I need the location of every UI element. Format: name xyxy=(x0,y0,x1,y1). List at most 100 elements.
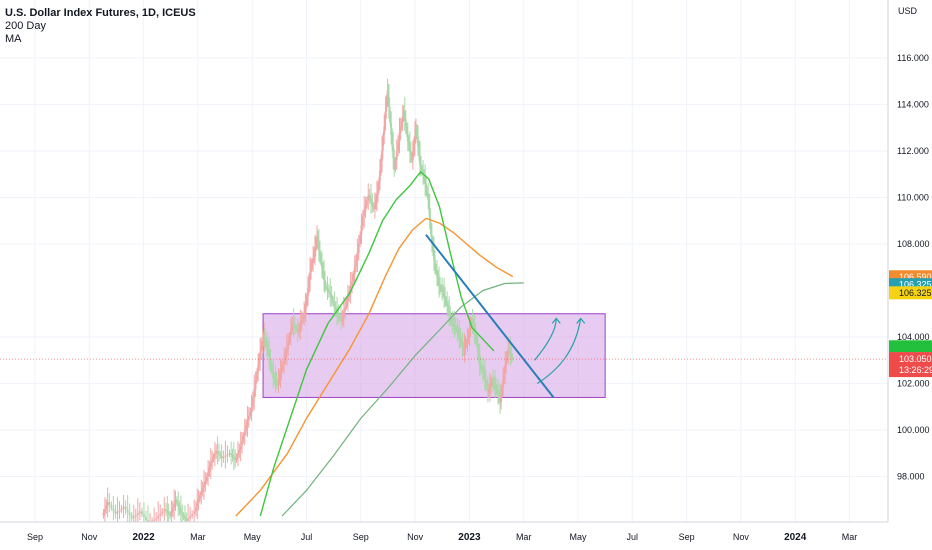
price-bar-body xyxy=(213,453,216,457)
price-bar-body xyxy=(169,514,171,517)
price-bar-body xyxy=(167,512,170,515)
price-bar-body xyxy=(285,348,288,354)
price-bar-body xyxy=(338,316,341,319)
price-bar-body xyxy=(145,517,147,521)
price-bar-body xyxy=(387,90,390,99)
price-bar-body xyxy=(424,178,427,185)
price-bar-body xyxy=(310,267,312,272)
price-bar-body xyxy=(428,199,430,209)
price-bar-body xyxy=(446,303,449,307)
price-bar-body xyxy=(438,281,440,286)
chart-legend: U.S. Dollar Index Futures, 1D, ICEUS 200… xyxy=(5,7,196,46)
price-bar-body xyxy=(433,250,435,260)
price-bar-body xyxy=(508,348,511,352)
price-bar-body xyxy=(237,453,239,457)
price-bar-body xyxy=(235,456,238,461)
price-bar-body xyxy=(474,332,477,337)
price-bar-body xyxy=(291,323,294,330)
price-bar-body xyxy=(496,388,498,392)
ma-line-orange xyxy=(235,217,514,517)
price-bar-body xyxy=(465,342,468,346)
price-bar-body xyxy=(118,510,121,512)
price-bar-body xyxy=(333,303,336,308)
price-bar-body xyxy=(507,348,510,355)
time-axis[interactable]: Sep Nov 2022 Mar May Jul Sep Nov 2023 Mar May Jul Se… xyxy=(0,521,888,550)
price-bar-body xyxy=(211,459,214,463)
price-bar-body xyxy=(480,367,483,370)
price-bar-body xyxy=(504,366,507,372)
price-bar-body xyxy=(234,458,237,461)
time-tick-label: Mar xyxy=(842,532,858,542)
price-bar-body xyxy=(288,335,291,343)
price-bar-body xyxy=(503,371,506,380)
zone-rectangle xyxy=(262,313,606,398)
price-bar-body xyxy=(105,505,108,510)
price-bar-body xyxy=(228,453,231,455)
projection-arrowhead-1 xyxy=(551,317,561,324)
price-tick-label: 110.000 xyxy=(897,193,929,203)
price-bar-body xyxy=(268,350,271,358)
price-bar-body xyxy=(393,157,396,170)
time-tick-label: May xyxy=(244,532,262,542)
price-bar-body xyxy=(194,507,197,512)
price-bar-body xyxy=(478,357,481,365)
price-axis[interactable]: USD 116.000 114.000 112.000 110.000 108.000 10… xyxy=(887,0,932,550)
price-bar-body xyxy=(175,499,178,504)
price-bar-body xyxy=(319,249,321,257)
price-bar-body xyxy=(326,288,329,291)
price-bar-body xyxy=(191,513,194,517)
price-bar-body xyxy=(366,200,368,206)
price-bar-body xyxy=(325,285,328,289)
price-bar-body xyxy=(501,386,504,395)
time-tick-label: 2024 xyxy=(784,532,807,543)
price-bar-body xyxy=(219,454,222,457)
price-bar-body xyxy=(120,508,123,511)
projection-arrow-2 xyxy=(536,318,582,385)
price-bar-body xyxy=(257,365,260,372)
price-bar-body xyxy=(151,520,153,522)
price-bar-body xyxy=(330,295,333,300)
price-bar-body xyxy=(404,119,407,127)
price-bar-body xyxy=(454,326,457,328)
price-bar-body xyxy=(157,516,160,519)
price-bar-body xyxy=(292,323,295,326)
price-bar-body xyxy=(289,329,292,336)
price-bar-body xyxy=(264,337,266,341)
price-bar-body xyxy=(303,310,306,314)
time-tick-label: Sep xyxy=(353,532,369,542)
last-price-value: 103.050 xyxy=(899,354,932,364)
price-bar-body xyxy=(380,160,382,171)
price-bar-body xyxy=(258,359,261,366)
price-bar-body xyxy=(370,198,372,203)
price-bar-body xyxy=(208,467,211,472)
price-bar-body xyxy=(462,347,465,351)
price-bar-body xyxy=(499,398,502,403)
price-bar-body xyxy=(509,351,512,354)
price-bar-body xyxy=(201,488,204,492)
price-bar-body xyxy=(284,353,287,360)
price-bar-body xyxy=(243,430,246,436)
price-tick-label: 102.000 xyxy=(897,379,930,389)
price-bar-body xyxy=(136,513,139,515)
price-bar-body xyxy=(372,205,375,210)
price-bar-body xyxy=(153,519,156,521)
green-marker xyxy=(889,340,932,353)
price-bar-body xyxy=(395,151,398,161)
price-label-2: 106.325 xyxy=(899,280,932,290)
price-bar-body xyxy=(314,245,317,250)
price-tick-label: 112.000 xyxy=(897,146,929,156)
price-bar-body xyxy=(458,334,461,337)
price-bar-body xyxy=(423,175,425,179)
price-bar-body xyxy=(170,511,173,517)
price-bar-body xyxy=(132,516,135,519)
indicator-label-2[interactable]: MA xyxy=(5,33,22,45)
price-bar-body xyxy=(253,389,256,399)
indicator-label-1[interactable]: 200 Day xyxy=(5,20,46,32)
chart-title[interactable]: U.S. Dollar Index Futures, 1D, ICEUS xyxy=(5,7,196,19)
price-bar-body xyxy=(336,311,338,314)
trend-line xyxy=(425,234,555,399)
price-bar-body xyxy=(222,456,225,458)
price-bar-body xyxy=(173,503,176,508)
last-price-countdown: 13:26:29 xyxy=(899,365,932,375)
